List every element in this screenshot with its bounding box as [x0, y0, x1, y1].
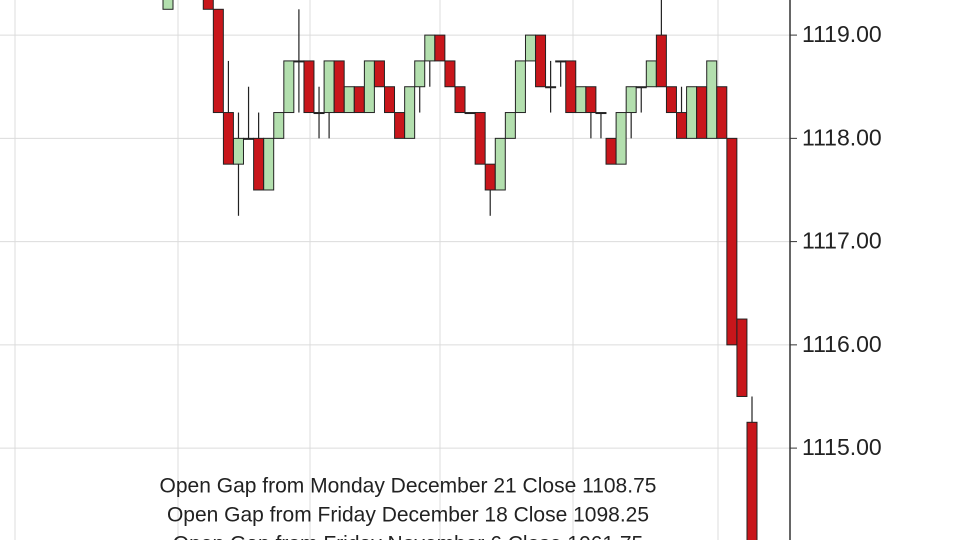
candle-body — [605, 137, 617, 165]
candle-body — [343, 86, 355, 114]
candle-body — [212, 8, 224, 114]
candle-body — [665, 86, 677, 114]
candle-body — [615, 112, 627, 165]
candle-body — [655, 34, 667, 88]
candle-body — [363, 60, 375, 114]
candle-body — [424, 34, 436, 62]
candle-body — [565, 60, 577, 114]
candle-body — [484, 163, 496, 191]
y-tick-label: 1118.00 — [802, 124, 882, 150]
candle-body — [625, 86, 637, 114]
candle-body — [283, 60, 295, 114]
annotation: Open Gap from Friday November 6 Close 10… — [173, 533, 643, 540]
candle-body — [454, 86, 466, 114]
candle-body — [162, 0, 174, 10]
candle-body — [353, 86, 365, 114]
candle-body — [716, 86, 728, 139]
candle-body — [333, 60, 345, 114]
candle-body — [373, 60, 385, 88]
candle-body — [736, 318, 748, 397]
candle-body — [293, 60, 305, 63]
candle-body — [595, 112, 607, 115]
candle-body — [535, 34, 547, 88]
candle-body — [394, 112, 406, 139]
candle-body — [313, 112, 325, 115]
candle-body — [545, 86, 557, 89]
y-tick-label: 1116.00 — [802, 331, 882, 357]
candle-body — [303, 60, 315, 114]
y-tick-label: 1117.00 — [802, 228, 882, 254]
candle-body — [474, 112, 486, 165]
candle-body — [323, 60, 335, 114]
candle-body — [686, 86, 698, 139]
candle-body — [434, 34, 446, 62]
candle-body — [635, 86, 647, 89]
candle-body — [575, 86, 587, 114]
candle-body — [676, 112, 688, 139]
candle-body — [243, 137, 255, 140]
candle-body — [494, 137, 506, 191]
candle-body — [263, 137, 275, 191]
candle-body — [524, 34, 536, 62]
candle-body — [696, 86, 708, 139]
candle-body — [444, 60, 456, 88]
annotation: Open Gap from Friday December 18 Close 1… — [167, 504, 649, 527]
candle-body — [414, 60, 426, 88]
candle-body — [746, 421, 758, 540]
candle-body — [232, 137, 244, 165]
candle-body — [273, 112, 285, 139]
annotation: Open Gap from Monday December 21 Close 1… — [160, 475, 657, 498]
candle-body — [384, 86, 396, 114]
candle-body — [585, 86, 597, 114]
candle-body — [706, 60, 718, 139]
candle-body — [253, 137, 265, 191]
candle-body — [222, 112, 234, 165]
candle-body — [555, 60, 567, 63]
candle-body — [404, 86, 416, 139]
candle-body — [645, 60, 657, 88]
y-tick-label: 1119.00 — [802, 21, 882, 47]
candle-body — [504, 112, 516, 139]
candle-body — [726, 137, 738, 346]
candle-body — [514, 60, 526, 114]
y-tick-label: 1115.00 — [802, 434, 882, 460]
candle-body — [202, 0, 214, 10]
candle-body — [464, 112, 476, 115]
